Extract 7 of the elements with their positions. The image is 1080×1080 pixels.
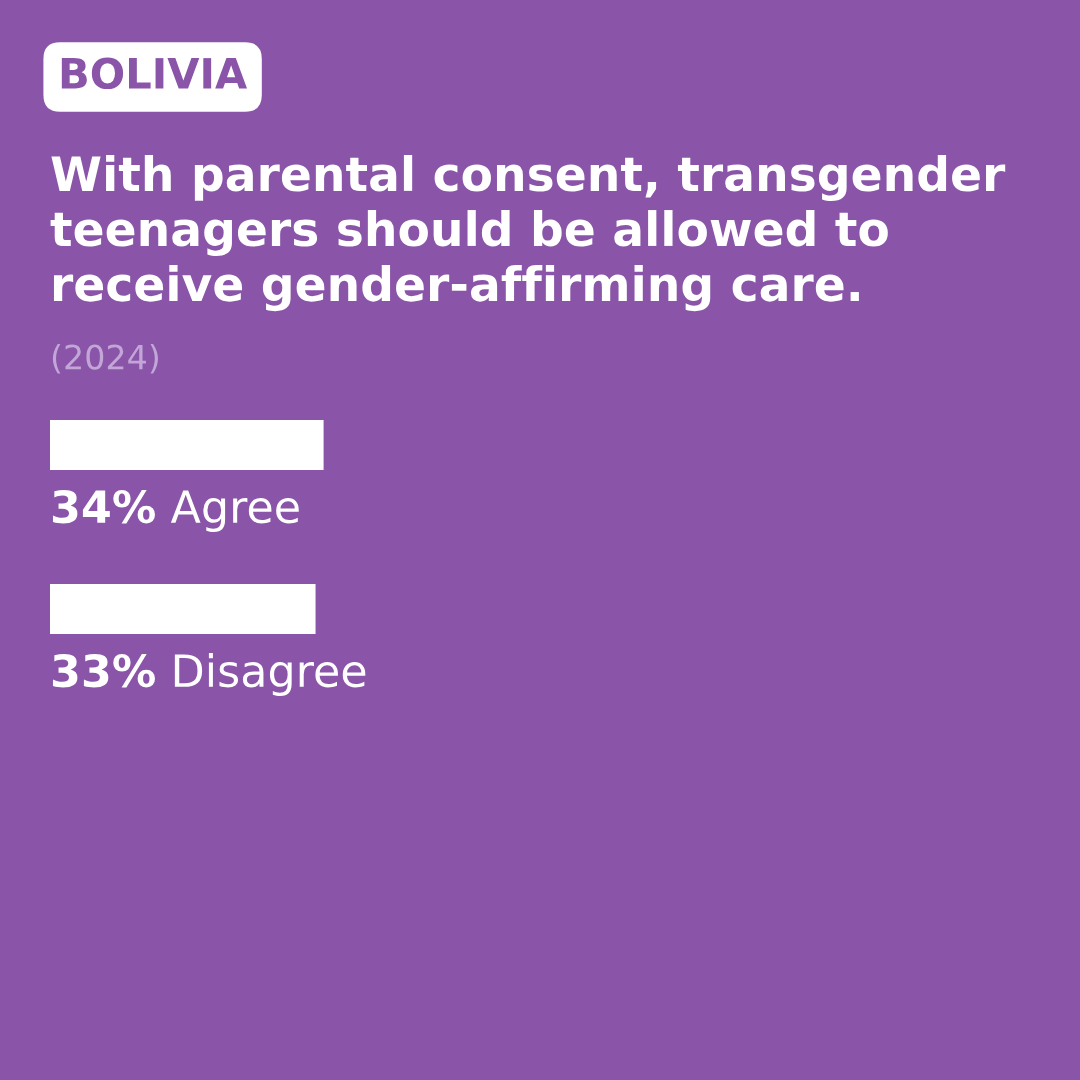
chart-title: With parental consent, transgender teenagers should be allowed to receive gender-affirming care. xyxy=(50,155,1006,312)
y-tick-label: Disagree xyxy=(174,653,366,697)
data-label: 34% xyxy=(52,489,155,524)
text: (2024) xyxy=(52,343,158,374)
data-label: 33% xyxy=(52,653,155,688)
y-tick-label: Agree xyxy=(170,490,299,533)
text: BOLIVIA xyxy=(61,57,248,90)
